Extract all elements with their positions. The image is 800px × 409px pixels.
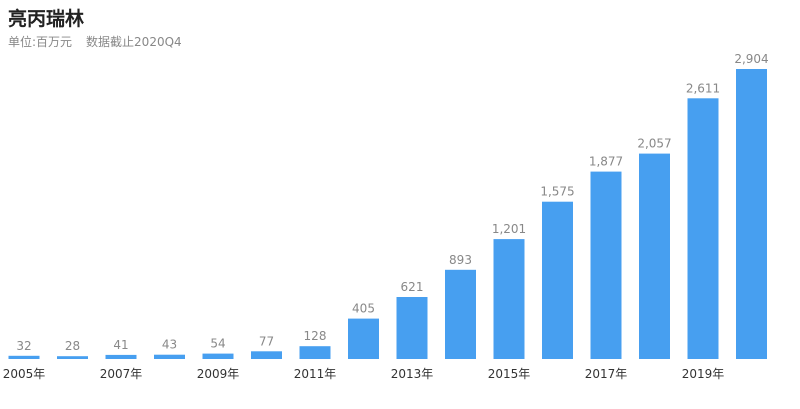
- bar-2008年: [154, 354, 185, 359]
- bar-2016年: [542, 201, 573, 359]
- value-label-2006年: 28: [65, 339, 80, 353]
- bar-2019年: [687, 98, 719, 360]
- value-label-2007年: 41: [113, 338, 128, 352]
- bar-2018年: [639, 153, 670, 359]
- bar-2011年: [299, 346, 331, 359]
- bar-2005年: [8, 355, 40, 359]
- x-tick-label-2011年: 2011年: [294, 367, 337, 381]
- value-label-2013年: 621: [401, 280, 424, 294]
- x-tick-label-2019年: 2019年: [682, 367, 725, 381]
- value-label-2009年: 54: [210, 337, 225, 351]
- bar-2014年: [445, 269, 476, 359]
- chart-subtitle: 单位:百万元 数据截止2020Q4: [8, 33, 182, 50]
- value-label-2008年: 43: [162, 338, 177, 352]
- value-label-2012年: 405: [352, 302, 375, 316]
- value-label-2018年: 2,057: [637, 137, 671, 151]
- bar-2017年: [590, 171, 622, 359]
- x-tick-label-2017年: 2017年: [585, 367, 628, 381]
- bar-2007年: [105, 354, 137, 359]
- bar-2006年: [57, 356, 88, 359]
- x-axis-ticks-group: 2005年 2007年 2009年 2011年 2013年 2015年 2017年 2019年: [3, 367, 725, 381]
- bar-2012年: [348, 318, 379, 359]
- x-tick-label-2015年: 2015年: [488, 367, 531, 381]
- x-tick-label-2009年: 2009年: [197, 367, 240, 381]
- value-label-2019年: 2,611: [686, 81, 720, 95]
- value-label-2017年: 1,877: [589, 155, 623, 169]
- value-label-2016年: 1,575: [540, 185, 574, 199]
- bar-2015年: [493, 239, 525, 359]
- unit-label: 单位:百万元: [8, 35, 73, 49]
- x-tick-label-2005年: 2005年: [3, 367, 46, 381]
- bar-2013年: [396, 297, 428, 359]
- value-label-2011年: 128: [304, 329, 327, 343]
- bars-group: [8, 69, 767, 360]
- value-labels-group: 32 28 41 43 54 77 128 405 621 893 1,201 1,575 1,877 2…: [16, 52, 768, 353]
- date-note: 数据截止2020Q4: [86, 35, 182, 49]
- value-label-2014年: 893: [449, 253, 472, 267]
- value-label-2020年: 2,904: [734, 52, 768, 66]
- x-tick-label-2007年: 2007年: [100, 367, 143, 381]
- value-label-2010年: 77: [259, 334, 274, 348]
- bar-2020年: [736, 69, 767, 359]
- x-tick-label-2013年: 2013年: [391, 367, 434, 381]
- value-label-2015年: 1,201: [492, 222, 526, 236]
- chart-title: 亮丙瑞林: [8, 8, 85, 30]
- bar-2009年: [202, 353, 234, 359]
- value-label-2005年: 32: [16, 339, 31, 353]
- bar-2010年: [251, 351, 282, 359]
